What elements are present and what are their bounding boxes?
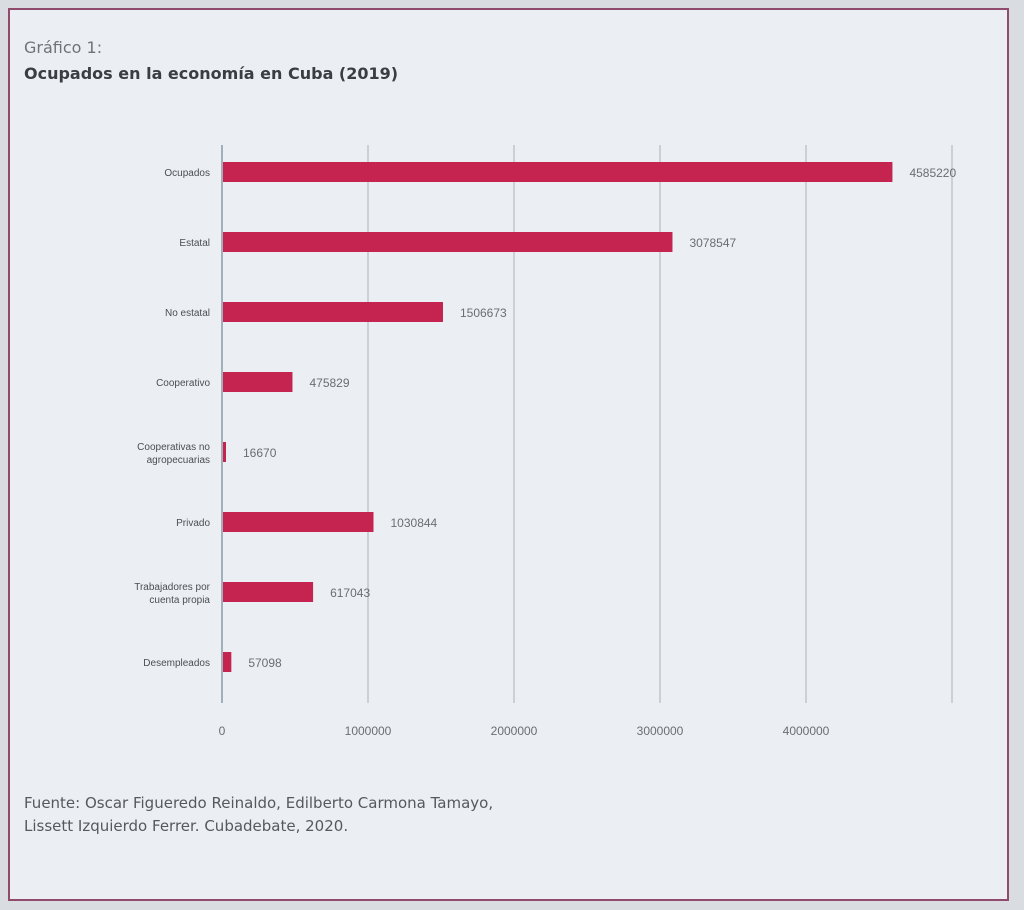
chart-subtitle: Gráfico 1: bbox=[24, 38, 103, 57]
category-label: Desempleados bbox=[143, 658, 210, 669]
value-label: 3078547 bbox=[689, 236, 736, 250]
category-label: Privado bbox=[176, 518, 210, 529]
chart-frame bbox=[8, 8, 1009, 901]
bar bbox=[223, 162, 893, 182]
category-label: Estatal bbox=[179, 238, 210, 249]
value-label: 4585220 bbox=[909, 166, 956, 180]
bar bbox=[223, 372, 293, 392]
category-label-line: Estatal bbox=[179, 238, 210, 249]
x-tick-label: 2000000 bbox=[491, 724, 538, 738]
category-label-line: No estatal bbox=[165, 308, 210, 319]
gridlines bbox=[221, 145, 953, 703]
chart-source: Fuente: Oscar Figueredo Reinaldo, Edilbe… bbox=[24, 792, 493, 838]
x-tick-label: 4000000 bbox=[783, 724, 830, 738]
category-label-line: Desempleados bbox=[143, 658, 210, 669]
category-label-line: Cooperativas no bbox=[137, 442, 210, 453]
bars bbox=[223, 162, 893, 672]
value-label: 475829 bbox=[309, 376, 349, 390]
x-tick-label: 0 bbox=[219, 724, 226, 738]
category-label-line: agropecuarias bbox=[147, 455, 210, 466]
x-tick-label: 3000000 bbox=[637, 724, 684, 738]
bar bbox=[223, 582, 314, 602]
value-label: 617043 bbox=[330, 586, 370, 600]
bar bbox=[223, 512, 374, 532]
bar bbox=[223, 652, 232, 672]
value-label: 57098 bbox=[248, 656, 282, 670]
category-label-line: Ocupados bbox=[164, 168, 210, 179]
category-label-line: Cooperativo bbox=[156, 378, 210, 389]
x-tick-label: 1000000 bbox=[345, 724, 392, 738]
source-line-2: Lissett Izquierdo Ferrer. Cubadebate, 20… bbox=[24, 817, 349, 835]
chart-title: Ocupados en la economía en Cuba (2019) bbox=[24, 64, 399, 83]
category-labels: Ocupados Estatal No estatal Cooperativo Coop… bbox=[134, 168, 210, 669]
source-line-1: Fuente: Oscar Figueredo Reinaldo, Edilbe… bbox=[24, 794, 494, 812]
value-label: 16670 bbox=[243, 446, 277, 460]
x-axis-ticks: 0 1000000 2000000 3000000 4000000 bbox=[219, 724, 830, 738]
category-label-line: Privado bbox=[176, 518, 210, 529]
category-label: No estatal bbox=[165, 308, 210, 319]
category-label: Ocupados bbox=[164, 168, 210, 179]
value-label: 1030844 bbox=[391, 516, 438, 530]
bar bbox=[223, 302, 443, 322]
category-label-line: cuenta propia bbox=[149, 595, 210, 606]
value-label: 1506673 bbox=[460, 306, 507, 320]
category-label: Cooperativo bbox=[156, 378, 210, 389]
bar bbox=[223, 232, 673, 252]
value-labels: 4585220 3078547 1506673 475829 16670 1030844 6… bbox=[243, 166, 956, 670]
category-label: Trabajadores por cuenta propia bbox=[134, 582, 210, 606]
category-label-line: Trabajadores por bbox=[134, 582, 210, 593]
bar bbox=[223, 442, 226, 462]
category-label: Cooperativas no agropecuarias bbox=[137, 442, 210, 466]
